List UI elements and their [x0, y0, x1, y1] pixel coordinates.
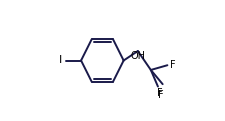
Text: I: I: [59, 56, 62, 65]
Text: OH: OH: [130, 51, 145, 61]
Text: F: F: [157, 90, 163, 100]
Text: F: F: [157, 88, 162, 98]
Text: F: F: [169, 60, 175, 70]
